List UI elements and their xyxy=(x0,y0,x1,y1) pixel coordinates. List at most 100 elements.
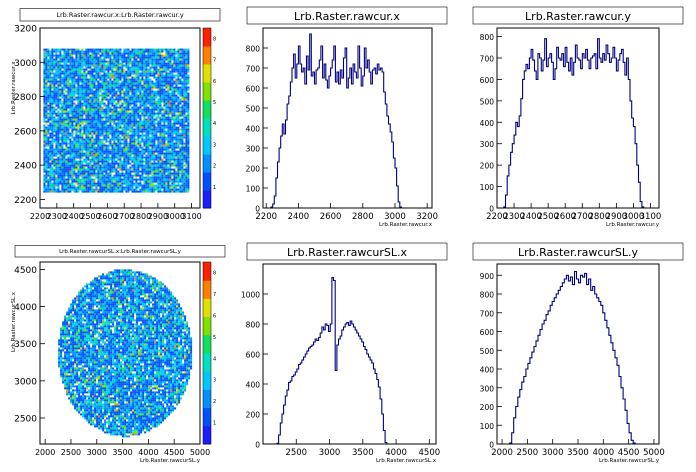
heatmap-cell xyxy=(149,80,152,83)
heatmap-cell xyxy=(113,78,116,81)
heatmap-cell xyxy=(55,138,58,141)
heatmap-cell xyxy=(157,148,160,151)
heatmap-cell xyxy=(121,184,124,187)
heatmap-cell xyxy=(73,62,76,65)
heatmap-cell xyxy=(65,100,68,103)
heatmap-cell xyxy=(173,80,176,83)
heatmap-cell xyxy=(73,102,76,105)
heatmap-cell xyxy=(127,52,130,55)
y-tick-label: 200 xyxy=(246,165,261,174)
heatmap-cell xyxy=(57,144,60,147)
heatmap-cell xyxy=(73,152,76,155)
heatmap-cell xyxy=(165,124,168,127)
heatmap-cell xyxy=(157,90,160,93)
heatmap-cell xyxy=(169,102,172,105)
heatmap-cell xyxy=(151,172,154,175)
heatmap-cell xyxy=(175,166,178,169)
heatmap-cell xyxy=(179,100,182,103)
heatmap-cell xyxy=(93,182,96,185)
heatmap-cell xyxy=(169,88,172,91)
heatmap-cell xyxy=(133,132,136,135)
heatmap-cell xyxy=(57,128,60,131)
heatmap-cell xyxy=(161,120,164,123)
heatmap-cell xyxy=(77,76,80,79)
heatmap-cell xyxy=(113,74,116,77)
heatmap-cell xyxy=(165,76,168,79)
heatmap-cell xyxy=(59,176,62,179)
heatmap-cell xyxy=(111,108,114,111)
heatmap-cell xyxy=(83,128,86,131)
heatmap-cell xyxy=(93,120,96,123)
heatmap-cell xyxy=(69,74,72,77)
heatmap-cell xyxy=(43,60,46,63)
heatmap-cell xyxy=(63,164,66,167)
heatmap-cell xyxy=(57,74,60,77)
heatmap-cell xyxy=(85,122,88,125)
heatmap-cell xyxy=(87,166,90,169)
heatmap-cell xyxy=(177,176,180,179)
heatmap-cell xyxy=(95,136,98,139)
heatmap-cell xyxy=(131,102,134,105)
heatmap-cell xyxy=(165,98,168,101)
heatmap-cell xyxy=(129,72,132,75)
heatmap-cell xyxy=(115,58,118,61)
heatmap-cell xyxy=(49,166,52,169)
heatmap-cell xyxy=(169,108,172,111)
heatmap-cell xyxy=(49,74,52,77)
heatmap-cell xyxy=(153,176,156,179)
heatmap-cell xyxy=(137,54,140,57)
heatmap-cell xyxy=(49,98,52,101)
heatmap-cell xyxy=(71,166,74,169)
heatmap-cell xyxy=(137,166,140,169)
heatmap-cell xyxy=(127,108,130,111)
heatmap-cell xyxy=(145,182,148,185)
heatmap-cell xyxy=(143,78,146,81)
heatmap-cell xyxy=(99,160,102,163)
heatmap-cell xyxy=(91,80,94,83)
heatmap-cell xyxy=(89,174,92,177)
heatmap-cell xyxy=(67,188,70,191)
heatmap-cell xyxy=(83,110,86,113)
heatmap-cell xyxy=(187,70,190,73)
heatmap-cell xyxy=(61,104,64,107)
heatmap-cell xyxy=(65,104,68,107)
heatmap-cell xyxy=(141,62,144,65)
heatmap-cell xyxy=(129,118,132,121)
heatmap-cell xyxy=(113,120,116,123)
heatmap-cell xyxy=(51,126,54,129)
heatmap-cell xyxy=(115,172,118,175)
heatmap-cell xyxy=(77,124,80,127)
heatmap-cell xyxy=(103,110,106,113)
heatmap-cell xyxy=(185,70,188,73)
heatmap-cell xyxy=(71,124,74,127)
heatmap-cell xyxy=(159,134,162,137)
heatmap-cell xyxy=(79,180,82,183)
heatmap-cell xyxy=(97,134,100,137)
heatmap-cell xyxy=(133,48,136,51)
heatmap-cell xyxy=(185,96,188,99)
x-axis-label: Lrb.Raster.rawcur.y xyxy=(606,222,660,228)
heatmap-cell xyxy=(155,84,158,87)
heatmap-cell xyxy=(89,48,92,51)
heatmap-cell xyxy=(161,72,164,75)
heatmap-cell xyxy=(85,172,88,175)
heatmap-cell xyxy=(87,50,90,53)
heatmap-cell xyxy=(133,56,136,59)
heatmap-cell xyxy=(53,102,56,105)
heatmap-cell xyxy=(185,156,188,159)
heatmap-cell xyxy=(141,80,144,83)
heatmap-cell xyxy=(99,180,102,183)
heatmap-cell xyxy=(111,48,114,51)
heatmap-cell xyxy=(135,72,138,75)
heatmap-cell xyxy=(177,150,180,153)
heatmap-cell xyxy=(171,142,174,145)
heatmap-cell xyxy=(147,132,150,135)
heatmap-cell xyxy=(69,126,72,129)
heatmap-cell xyxy=(77,184,80,187)
heatmap-cell xyxy=(121,114,124,117)
heatmap-cell xyxy=(45,62,48,65)
heatmap-cell xyxy=(135,76,138,79)
heatmap-cell xyxy=(151,148,154,151)
heatmap-cell xyxy=(87,92,90,95)
heatmap-cell xyxy=(61,188,64,191)
